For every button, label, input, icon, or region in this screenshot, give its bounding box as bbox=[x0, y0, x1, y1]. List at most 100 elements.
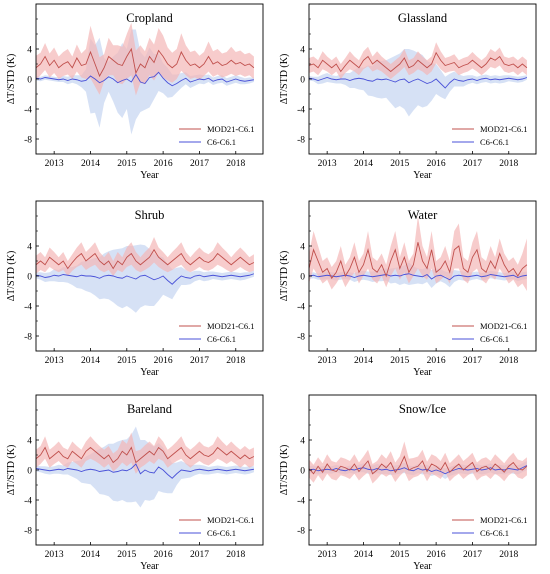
band-mod21 bbox=[36, 432, 254, 474]
y-tick-label: 0 bbox=[27, 272, 32, 282]
x-tick-label: 2018 bbox=[226, 159, 245, 169]
chart-title: Cropland bbox=[126, 11, 173, 25]
y-tick-label: 4 bbox=[300, 436, 305, 446]
series-line-c6 bbox=[36, 71, 254, 87]
y-tick-label: 4 bbox=[300, 45, 305, 55]
y-tick-label: -4 bbox=[297, 302, 305, 312]
legend-label-c6: C6-C6.1 bbox=[480, 334, 509, 344]
chart-title: Shrub bbox=[135, 208, 165, 222]
chart-title: Bareland bbox=[127, 402, 173, 416]
y-tick-label: 0 bbox=[27, 75, 32, 85]
y-tick-label: 4 bbox=[27, 45, 32, 55]
band-c6 bbox=[309, 262, 527, 288]
x-tick-label: 2015 bbox=[390, 159, 409, 169]
x-tick-label: 2017 bbox=[463, 356, 482, 366]
chart-panel-6: 4 0 -4 -8 2013 2014 2015 2016 2017 2018 Snow/Ice Ye… bbox=[279, 394, 537, 572]
legend-label-mod21: MOD21-C6.1 bbox=[207, 515, 254, 525]
y-tick-label: -4 bbox=[24, 302, 32, 312]
legend-label-c6: C6-C6.1 bbox=[480, 137, 509, 147]
y-tick-label: -4 bbox=[24, 496, 32, 506]
chart-panel-4: 4 0 -4 -8 2013 2014 2015 2016 2017 2018 Water Year Δ… bbox=[279, 200, 537, 378]
x-tick-label: 2016 bbox=[154, 159, 173, 169]
legend: MOD21-C6.1 C6-C6.1 bbox=[179, 515, 254, 538]
x-tick-label: 2015 bbox=[117, 550, 136, 560]
chart-title: Water bbox=[408, 208, 438, 222]
chart-panel-2: 4 0 -4 -8 2013 2014 2015 2016 2017 2018 Glassland Y… bbox=[279, 3, 537, 181]
legend-label-mod21: MOD21-C6.1 bbox=[207, 124, 254, 134]
y-axis-label: ΔT/STD (K) bbox=[6, 54, 17, 105]
y-tick-label: -4 bbox=[297, 496, 305, 506]
x-axis-label: Year bbox=[413, 367, 432, 378]
y-tick-label: -8 bbox=[297, 332, 305, 342]
y-tick-label: -8 bbox=[24, 526, 32, 536]
x-tick-label: 2013 bbox=[318, 356, 337, 366]
legend-label-mod21: MOD21-C6.1 bbox=[480, 515, 527, 525]
chart-panel-3: 4 0 -4 -8 2013 2014 2015 2016 2017 2018 Shrub Year Δ… bbox=[6, 200, 264, 378]
x-tick-label: 2016 bbox=[427, 159, 446, 169]
x-tick-label: 2018 bbox=[499, 356, 518, 366]
band-mod21 bbox=[36, 22, 254, 96]
legend-label-mod21: MOD21-C6.1 bbox=[480, 124, 527, 134]
y-axis-label: ΔT/STD (K) bbox=[279, 251, 290, 302]
plot-area bbox=[36, 237, 255, 313]
series-line-mod21 bbox=[309, 242, 528, 280]
x-tick-label: 2015 bbox=[117, 159, 136, 169]
series-line-c6 bbox=[36, 273, 255, 285]
x-tick-label: 2013 bbox=[318, 550, 337, 560]
legend-label-mod21: MOD21-C6.1 bbox=[207, 321, 254, 331]
plot-area bbox=[309, 441, 528, 484]
y-axis-label: ΔT/STD (K) bbox=[279, 445, 290, 496]
legend-label-c6: C6-C6.1 bbox=[207, 528, 236, 538]
x-tick-label: 2016 bbox=[154, 356, 173, 366]
x-tick-label: 2014 bbox=[81, 356, 100, 366]
x-tick-label: 2016 bbox=[154, 550, 173, 560]
series-line-c6 bbox=[309, 77, 528, 89]
y-tick-label: 0 bbox=[300, 75, 305, 85]
x-axis-label: Year bbox=[140, 367, 159, 378]
y-tick-label: -8 bbox=[24, 332, 32, 342]
legend-label-mod21: MOD21-C6.1 bbox=[480, 321, 527, 331]
x-tick-label: 2018 bbox=[499, 550, 518, 560]
x-tick-label: 2013 bbox=[45, 356, 64, 366]
y-axis-label: ΔT/STD (K) bbox=[6, 251, 17, 302]
legend: MOD21-C6.1 C6-C6.1 bbox=[179, 124, 254, 147]
band-mod21 bbox=[309, 441, 527, 484]
y-tick-label: 0 bbox=[300, 466, 305, 476]
x-tick-label: 2015 bbox=[390, 356, 409, 366]
x-tick-label: 2014 bbox=[81, 159, 100, 169]
chart-panel-5: 4 0 -4 -8 2013 2014 2015 2016 2017 2018 Bareland Ye… bbox=[6, 394, 264, 572]
x-tick-label: 2018 bbox=[499, 159, 518, 169]
legend: MOD21-C6.1 C6-C6.1 bbox=[179, 321, 254, 344]
x-tick-label: 2014 bbox=[354, 159, 373, 169]
x-tick-label: 2014 bbox=[354, 550, 373, 560]
y-tick-label: -8 bbox=[297, 135, 305, 145]
legend-label-c6: C6-C6.1 bbox=[480, 528, 509, 538]
y-axis-label: ΔT/STD (K) bbox=[6, 445, 17, 496]
x-tick-label: 2014 bbox=[81, 550, 100, 560]
x-tick-label: 2017 bbox=[190, 356, 209, 366]
series-line-mod21 bbox=[36, 248, 255, 270]
x-tick-label: 2018 bbox=[226, 356, 245, 366]
x-tick-label: 2013 bbox=[45, 159, 64, 169]
y-tick-label: 4 bbox=[300, 242, 305, 252]
x-axis-label: Year bbox=[413, 561, 432, 572]
y-tick-label: -4 bbox=[297, 105, 305, 115]
x-tick-label: 2018 bbox=[226, 550, 245, 560]
y-axis-label: ΔT/STD (K) bbox=[279, 54, 290, 105]
x-axis-label: Year bbox=[413, 170, 432, 181]
x-tick-label: 2015 bbox=[390, 550, 409, 560]
series-line-mod21 bbox=[36, 446, 255, 464]
y-tick-label: -4 bbox=[24, 105, 32, 115]
y-tick-label: -8 bbox=[297, 526, 305, 536]
x-tick-label: 2017 bbox=[190, 550, 209, 560]
y-tick-label: 4 bbox=[27, 436, 32, 446]
y-tick-label: 0 bbox=[27, 466, 32, 476]
band-mod21 bbox=[36, 237, 254, 276]
x-tick-label: 2017 bbox=[190, 159, 209, 169]
x-axis-label: Year bbox=[140, 170, 159, 181]
y-tick-label: 0 bbox=[300, 272, 305, 282]
legend-label-c6: C6-C6.1 bbox=[207, 334, 236, 344]
series-line-c6 bbox=[309, 465, 528, 475]
x-tick-label: 2015 bbox=[117, 356, 136, 366]
